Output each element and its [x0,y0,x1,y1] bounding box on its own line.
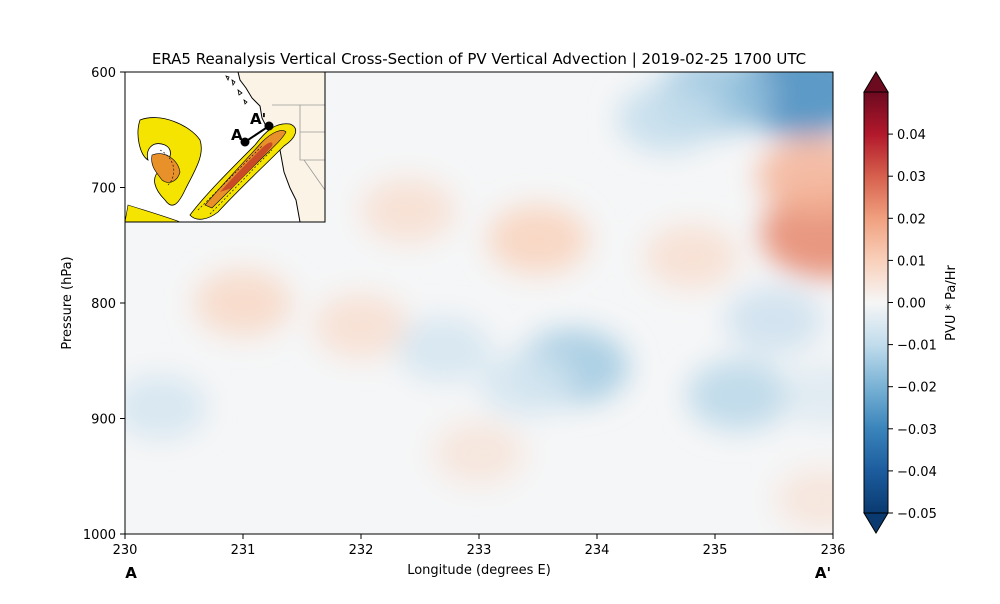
y-tick-label: 1000 [83,528,116,543]
colorbar-tick-label: −0.02 [897,381,937,396]
colorbar-tick-label: −0.01 [897,339,937,354]
x-tick-label: 230 [113,543,138,558]
point-b-label: A' [250,110,266,128]
heatmap-cell [775,468,833,531]
heatmap-cell [644,224,739,290]
heatmap-cell [125,374,208,440]
heatmap-cell [479,351,574,417]
heatmap-cell [686,359,791,432]
x-tick-label: 233 [467,543,492,558]
y-tick-label: 900 [91,413,116,428]
endpoint-label-end: A' [815,564,831,582]
heatmap-cell [725,286,823,354]
y-axis: 600 700 800 900 1000 [83,66,125,543]
endpoint-label-start: A [125,564,137,582]
colorbar-tick-label: −0.04 [897,465,937,480]
heatmap-cell [396,316,491,382]
colorbar-tick-label: 0.04 [897,128,926,143]
heatmap-cell [314,293,408,359]
colorbar-extend-top [863,71,889,93]
heatmap-cell [781,364,833,427]
heatmap-cell [757,136,833,215]
colorbar-tick-label: 0.01 [897,254,926,269]
x-tick-label: 231 [231,543,256,558]
colorbar-tick-label: 0.02 [897,212,926,227]
y-tick-label: 600 [91,66,116,81]
y-tick-label: 700 [91,182,116,197]
point-a-marker [240,137,250,147]
colorbar: 0.04 0.03 0.02 0.01 0.00 −0.01 −0.02 −0.03 −0.04… [863,71,959,534]
colorbar-body [863,91,889,514]
heatmap-field [125,72,833,531]
inset-pv-peak [220,142,273,192]
inset-contours [159,145,273,215]
chart-title: ERA5 Reanalysis Vertical Cross-Section o… [152,50,806,68]
heatmap-cell [487,204,589,275]
colorbar-tick-label: −0.05 [897,507,937,522]
inset-map: A A' [125,72,325,222]
colorbar-tick-label: −0.03 [897,423,937,438]
section-line [244,125,270,143]
colorbar-extend-bottom [863,512,889,534]
x-tick-label: 234 [585,543,610,558]
point-b-marker [264,121,274,131]
x-tick-label: 236 [821,543,846,558]
y-tick-label: 800 [91,297,116,312]
x-tick-label: 232 [349,543,374,558]
inset-pv-inner-swirl [151,153,181,183]
inset-islands [225,75,248,105]
x-axis: 230 231 232 233 234 235 236 [113,534,846,558]
x-tick-label: 235 [703,543,728,558]
y-axis-label: Pressure (hPa) [60,256,75,349]
inset-pv-fringe [125,204,181,222]
x-axis-label: Longitude (degrees E) [407,563,551,578]
inset-borders [272,104,325,191]
colorbar-tick-label: 0.03 [897,170,926,185]
colorbar-tick-label: 0.00 [897,297,926,312]
heatmap-cell [361,178,456,244]
point-a-label: A [231,126,243,144]
heatmap-cell [194,269,292,337]
heatmap-cell [433,421,525,485]
colorbar-label: PVU * Pa/Hr [944,264,959,340]
heatmap-cell [617,83,719,153]
